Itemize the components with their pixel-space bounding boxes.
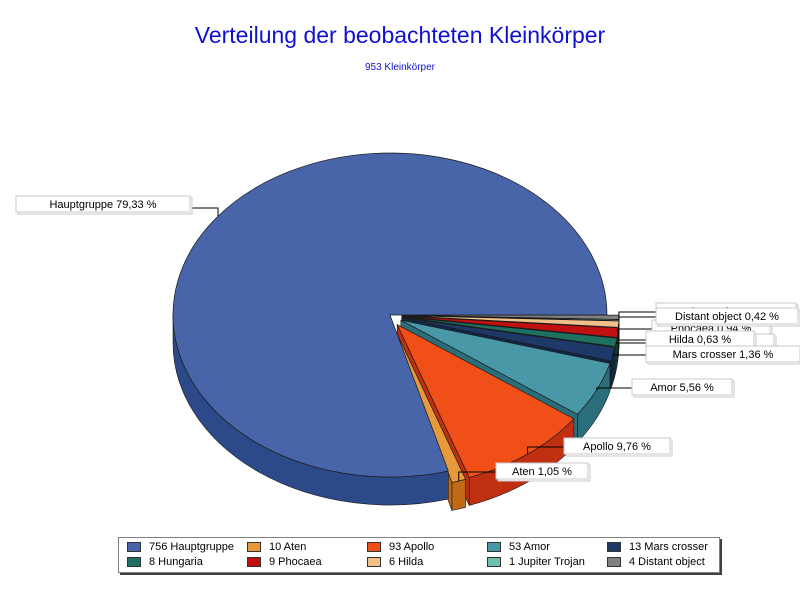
legend-item-apollo: 93 Apollo (367, 540, 434, 554)
legend-label: 9 Phocaea (269, 556, 322, 568)
legend-item-amor: 53 Amor (487, 540, 550, 554)
label-amor: Amor 5,56 % (650, 382, 714, 394)
legend-label: 53 Amor (509, 541, 550, 553)
legend-swatch (487, 557, 501, 567)
legend-label: 6 Hilda (389, 556, 424, 568)
label-mars-crosser: Mars crosser 1,36 % (673, 349, 774, 361)
legend-item-hungaria: 8 Hungaria (127, 555, 203, 569)
leader-hilda (618, 324, 646, 341)
label-distant-object: Distant object 0,42 % (675, 311, 779, 323)
callout-hilda: Hilda 0,63 % (645, 330, 757, 350)
legend-swatch (607, 542, 621, 552)
leader-jupiter-trojan (618, 311, 656, 321)
legend-swatch (487, 542, 501, 552)
legend-swatch (367, 542, 381, 552)
leader-aten (458, 471, 496, 481)
legend-item-jupiter-trojan: 1 Jupiter Trojan (487, 555, 585, 569)
callout-apollo: Apollo 9,76 % (563, 437, 673, 457)
leader-mars-crosser (612, 354, 646, 356)
legend-swatch (607, 557, 621, 567)
legend-label: 756 Hauptgruppe (149, 541, 235, 553)
legend-swatch (247, 557, 261, 567)
leader-hungaria (615, 342, 648, 344)
callout-distant-object: Distant object 0,42 % (655, 307, 800, 327)
legend-label: 4 Distant object (629, 556, 705, 568)
leader-phocaea (617, 328, 652, 333)
chart-subtitle: 953 Kleinkörper (364, 62, 436, 73)
legend-label: 10 Aten (269, 541, 307, 553)
legend-item-phocaea: 9 Phocaea (247, 555, 322, 569)
legend-label: 13 Mars crosser (629, 541, 708, 553)
legend-item-mars-crosser: 13 Mars crosser (607, 540, 708, 554)
legend-swatch (367, 557, 381, 567)
legend-label: 1 Jupiter Trojan (509, 556, 585, 568)
chart-title: Verteilung der beobachteten Kleinkörper (194, 22, 606, 48)
label-aten: Aten 1,05 % (512, 466, 572, 478)
label-hilda: Hilda 0,63 % (669, 334, 732, 346)
callout-mars-crosser: Mars crosser 1,36 % (645, 345, 800, 365)
callout-hauptgruppe: Hauptgruppe 79,33 % (15, 195, 193, 215)
legend-item-hauptgruppe: 756 Hauptgruppe (127, 540, 234, 554)
legend: 756 Hauptgruppe 10 Aten 93 Apollo 53 Amor 13… (118, 537, 720, 573)
legend-item-aten: 10 Aten (247, 540, 306, 554)
legend-swatch (247, 542, 261, 552)
leader-hauptgruppe (190, 207, 219, 216)
legend-item-hilda: 6 Hilda (367, 555, 423, 569)
slice-side-aten (451, 478, 466, 511)
leader-apollo (527, 446, 564, 455)
legend-label: 8 Hungaria (149, 556, 203, 568)
slice-hauptgruppe (172, 152, 608, 478)
callout-amor: Amor 5,56 % (631, 378, 735, 398)
leader-amor (596, 387, 632, 390)
legend-item-distant-object: 4 Distant object (607, 555, 705, 569)
legend-swatch (127, 557, 141, 567)
legend-swatch (127, 542, 141, 552)
label-hauptgruppe: Hauptgruppe 79,33 % (49, 199, 156, 211)
legend-label: 93 Apollo (389, 541, 435, 553)
callout-aten: Aten 1,05 % (495, 462, 591, 482)
label-apollo: Apollo 9,76 % (583, 441, 651, 453)
